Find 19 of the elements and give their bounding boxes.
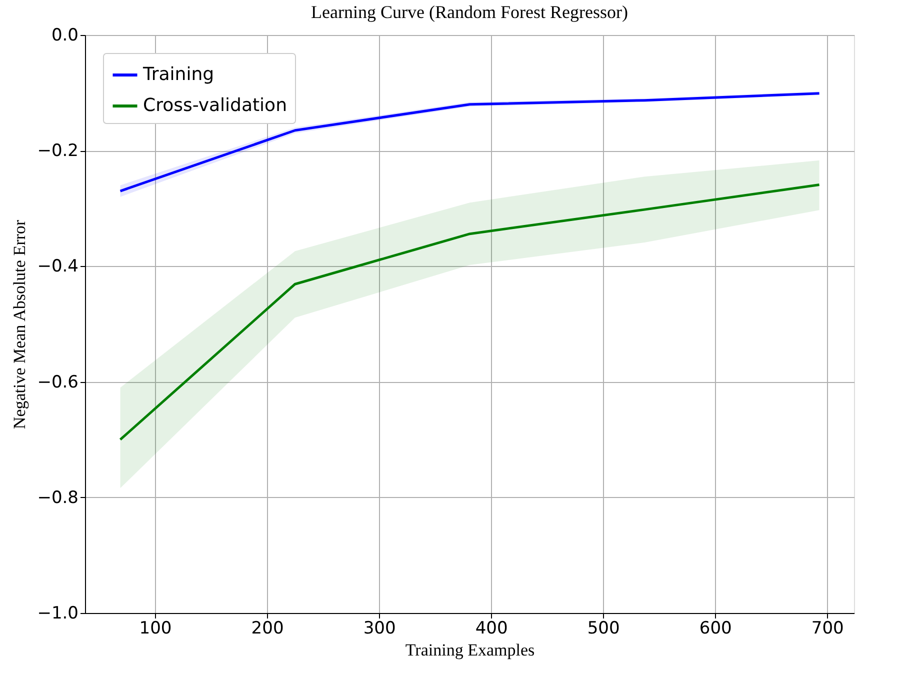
legend-label: Cross-validation <box>143 95 287 116</box>
y-axis-title: Negative Mean Absolute Error <box>10 220 30 430</box>
x-tick-label: 500 <box>587 618 620 638</box>
y-tick-label: −0.6 <box>37 372 78 392</box>
y-tick-label: −1.0 <box>37 604 78 624</box>
x-tick-label: 400 <box>475 618 508 638</box>
x-tick-label: 600 <box>699 618 732 638</box>
line-series <box>119 183 821 441</box>
legend-label: Training <box>142 64 214 85</box>
y-tick-label: −0.8 <box>37 488 78 508</box>
x-tick-label: 300 <box>363 618 396 638</box>
y-tick-label: −0.2 <box>37 141 78 162</box>
x-tick-label: 700 <box>811 618 844 638</box>
x-axis-title: Training Examples <box>405 640 535 660</box>
y-tick-label: 0.0 <box>51 26 78 46</box>
chart-title: Learning Curve (Random Forest Regressor) <box>311 2 628 22</box>
x-tick-label: 100 <box>139 618 172 638</box>
y-tick-label: −0.4 <box>37 256 78 277</box>
x-tick-label: 200 <box>251 618 284 638</box>
